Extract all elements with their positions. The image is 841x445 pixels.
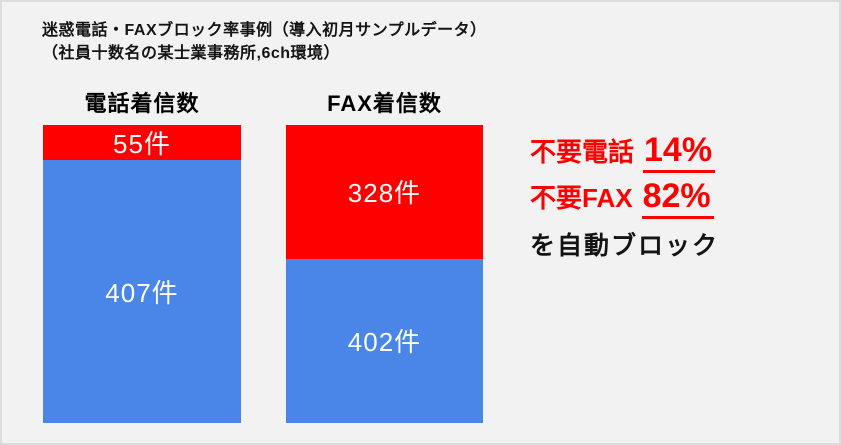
- callout-block: 不要電話 14% 不要FAX 82% を自動ブロック: [530, 132, 719, 262]
- callout-fax-percent: 82%: [641, 178, 714, 219]
- callout-phone-percent: 14%: [643, 132, 716, 173]
- bar-segment-phone-blocked: 55件: [43, 125, 241, 161]
- stacked-bar-fax: 328件 402件: [286, 125, 483, 423]
- bar-segment-phone-normal: 407件: [43, 160, 241, 423]
- callout-suffix: を自動ブロック: [530, 232, 720, 260]
- stacked-bar-phone: 55件 407件: [43, 125, 241, 423]
- chart-subtitle: （社員十数名の某士業事務所,6ch環境）: [42, 45, 341, 62]
- segment-value-label: 55件: [113, 129, 171, 160]
- chart-title-block: 迷惑電話・FAXブロック率事例（導入初月サンプルデータ） （社員十数名の某士業事…: [42, 19, 487, 65]
- callout-fax-label: 不要FAX: [530, 183, 633, 213]
- bar-segment-fax-normal: 402件: [286, 258, 483, 423]
- callout-fax-line: 不要FAX 82%: [530, 178, 719, 224]
- bar-header-fax: FAX着信数: [327, 91, 442, 116]
- bar-header-phone: 電話着信数: [84, 91, 200, 116]
- segment-value-label: 328件: [347, 178, 422, 209]
- callout-phone-label: 不要電話: [530, 137, 635, 167]
- chart-title: 迷惑電話・FAXブロック率事例（導入初月サンプルデータ）: [42, 22, 487, 39]
- segment-value-label: 407件: [105, 278, 179, 309]
- bar-segment-fax-blocked: 328件: [286, 125, 483, 259]
- callout-phone-line: 不要電話 14%: [530, 132, 719, 178]
- segment-value-label: 402件: [347, 327, 422, 358]
